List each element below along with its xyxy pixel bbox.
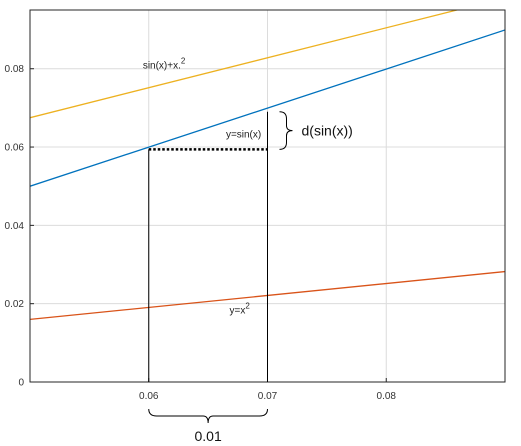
axes: 0.06 0.07 0.08 0 0.02 0.04 0.06 0.08 [5,64,397,402]
series-label-2: y=x2 [230,301,251,316]
label-dx: 0.01 [195,428,222,444]
series-line-1 [30,29,505,187]
x-tick-label: 0.08 [377,391,397,402]
y-tick-label: 0 [18,378,24,389]
y-tick-label: 0.08 [5,64,25,75]
y-tick-label: 0.04 [5,221,25,232]
annotations: sin(x)+x.2 y=sin(x) y=x2 d(sin(x)) 0.01 [143,57,353,444]
brace-dy [279,111,293,150]
series-label-0: sin(x)+x.2 [143,57,186,72]
label-dy: d(sin(x)) [302,123,353,139]
series-label-1: y=sin(x) [226,129,261,140]
x-tick-label: 0.06 [139,391,159,402]
y-tick-label: 0.02 [5,299,25,310]
y-tick-label: 0.06 [5,143,25,154]
x-tick-label: 0.07 [258,391,278,402]
series-line-0 [30,10,460,119]
brace-dx [148,408,268,424]
